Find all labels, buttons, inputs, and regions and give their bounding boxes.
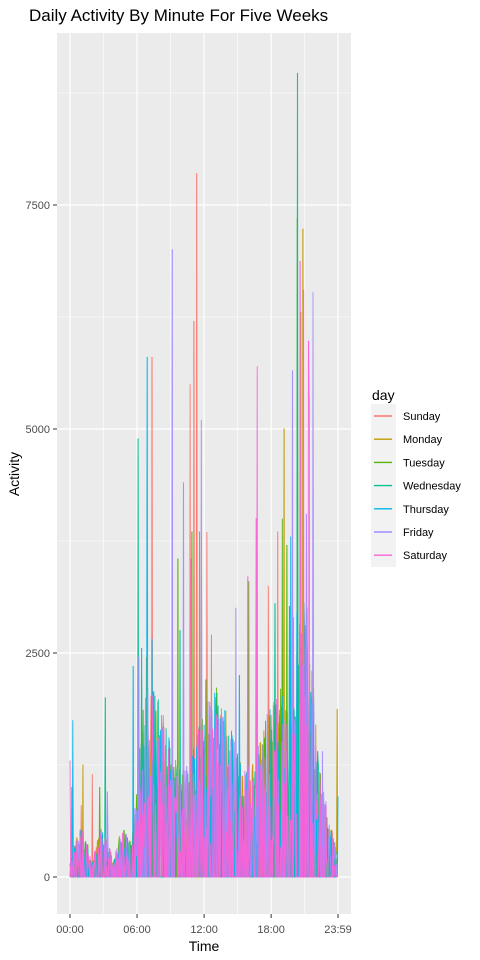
- y-tick-label: 7500: [26, 200, 50, 212]
- x-tick-label: 06:00: [123, 924, 151, 936]
- y-axis-ticks: 0 2500 5000 7500: [26, 200, 57, 884]
- series-marks: [69, 72, 339, 878]
- legend-label-tuesday: Tuesday: [403, 457, 445, 469]
- legend-label-wednesday: Wednesday: [403, 481, 461, 493]
- x-axis-ticks: 00:00 06:00 12:00 18:00 23:59: [56, 914, 352, 936]
- legend-label-monday: Monday: [403, 434, 443, 446]
- legend-title: day: [372, 387, 395, 403]
- x-tick-label: 23:59: [324, 924, 352, 936]
- x-tick-label: 00:00: [56, 924, 84, 936]
- y-tick-label: 0: [44, 872, 50, 884]
- legend: day Sunday Monday Tuesday Wednesday Thursday…: [371, 387, 461, 567]
- legend-label-thursday: Thursday: [403, 504, 449, 516]
- series-line-saturday: [69, 260, 339, 878]
- legend-label-saturday: Saturday: [403, 550, 448, 562]
- chart-title: Daily Activity By Minute For Five Weeks: [29, 6, 328, 25]
- y-tick-label: 2500: [26, 648, 50, 660]
- x-tick-label: 12:00: [190, 924, 218, 936]
- x-tick-label: 18:00: [257, 924, 285, 936]
- x-axis-title: Time: [189, 938, 220, 954]
- legend-label-friday: Friday: [403, 527, 434, 539]
- legend-label-sunday: Sunday: [403, 411, 441, 423]
- y-axis-title: Activity: [6, 452, 22, 496]
- y-tick-label: 5000: [26, 424, 50, 436]
